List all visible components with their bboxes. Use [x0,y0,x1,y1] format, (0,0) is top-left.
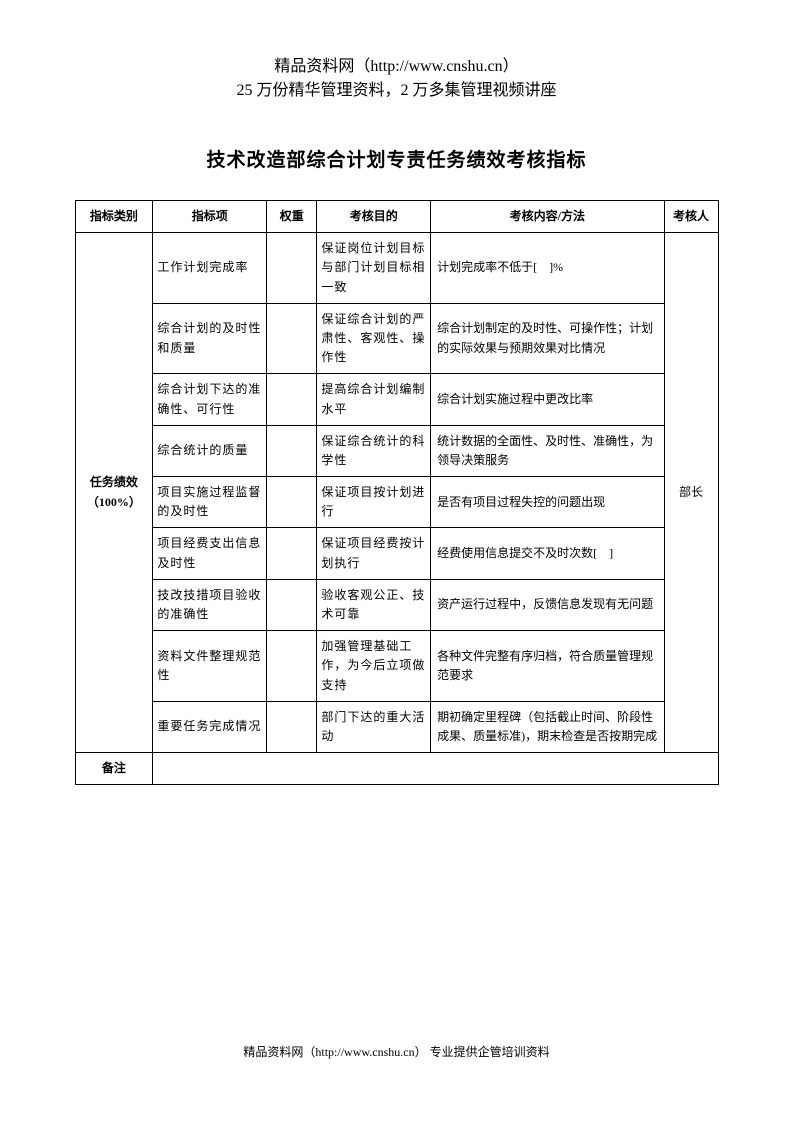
item-cell: 资料文件整理规范性 [153,631,267,702]
table-row: 任务绩效（100%）工作计划完成率保证岗位计划目标与部门计划目标相一致计划完成率… [75,233,718,304]
purpose-cell: 部门下达的重大活动 [317,701,431,752]
remark-row: 备注 [75,753,718,785]
page-title: 技术改造部综合计划专责任务绩效考核指标 [0,145,793,172]
item-cell: 工作计划完成率 [153,233,267,304]
table-container: 指标类别 指标项 权重 考核目的 考核内容/方法 考核人 任务绩效（100%）工… [75,200,719,785]
item-cell: 技改技措项目验收的准确性 [153,579,267,630]
content-cell: 综合计划实施过程中更改比率 [431,374,664,425]
weight-cell [267,477,317,528]
th-weight: 权重 [267,201,317,233]
item-cell: 综合统计的质量 [153,425,267,476]
purpose-cell: 保证项目按计划进行 [317,477,431,528]
table-row: 技改技措项目验收的准确性验收客观公正、技术可靠资产运行过程中，反馈信息发现有无问… [75,579,718,630]
purpose-cell: 保证岗位计划目标与部门计划目标相一致 [317,233,431,304]
table-row: 重要任务完成情况部门下达的重大活动期初确定里程碑（包括截止时间、阶段性成果、质量… [75,701,718,752]
content-cell: 计划完成率不低于[ ]% [431,233,664,304]
weight-cell [267,528,317,579]
content-cell: 统计数据的全面性、及时性、准确性，为领导决策服务 [431,425,664,476]
weight-cell [267,425,317,476]
table-row: 综合计划下达的准确性、可行性提高综合计划编制水平综合计划实施过程中更改比率 [75,374,718,425]
weight-cell [267,631,317,702]
weight-cell [267,374,317,425]
header-line1: 精品资料网（http://www.cnshu.cn） [0,55,793,79]
th-category: 指标类别 [75,201,153,233]
content-cell: 综合计划制定的及时性、可操作性；计划的实际效果与预期效果对比情况 [431,303,664,374]
table-row: 项目实施过程监督的及时性保证项目按计划进行是否有项目过程失控的问题出现 [75,477,718,528]
weight-cell [267,701,317,752]
item-cell: 项目经费支出信息及时性 [153,528,267,579]
th-purpose: 考核目的 [317,201,431,233]
purpose-cell: 保证项目经费按计划执行 [317,528,431,579]
table-row: 综合计划的及时性和质量保证综合计划的严肃性、客观性、操作性综合计划制定的及时性、… [75,303,718,374]
header-line2: 25 万份精华管理资料，2 万多集管理视频讲座 [0,79,793,103]
assessment-table: 指标类别 指标项 权重 考核目的 考核内容/方法 考核人 任务绩效（100%）工… [75,200,719,785]
content-cell: 是否有项目过程失控的问题出现 [431,477,664,528]
page-header: 精品资料网（http://www.cnshu.cn） 25 万份精华管理资料，2… [0,0,793,103]
purpose-cell: 加强管理基础工作，为今后立项做支持 [317,631,431,702]
remark-content [153,753,718,785]
weight-cell [267,579,317,630]
item-cell: 综合计划的及时性和质量 [153,303,267,374]
th-content: 考核内容/方法 [431,201,664,233]
assessor-cell: 部长 [664,233,718,753]
item-cell: 项目实施过程监督的及时性 [153,477,267,528]
item-cell: 综合计划下达的准确性、可行性 [153,374,267,425]
purpose-cell: 保证综合统计的科学性 [317,425,431,476]
table-row: 资料文件整理规范性加强管理基础工作，为今后立项做支持各种文件完整有序归档，符合质… [75,631,718,702]
table-header-row: 指标类别 指标项 权重 考核目的 考核内容/方法 考核人 [75,201,718,233]
content-cell: 经费使用信息提交不及时次数[ ] [431,528,664,579]
purpose-cell: 保证综合计划的严肃性、客观性、操作性 [317,303,431,374]
th-assessor: 考核人 [664,201,718,233]
table-row: 综合统计的质量保证综合统计的科学性统计数据的全面性、及时性、准确性，为领导决策服… [75,425,718,476]
purpose-cell: 提高综合计划编制水平 [317,374,431,425]
content-cell: 期初确定里程碑（包括截止时间、阶段性成果、质量标准)，期末检查是否按期完成 [431,701,664,752]
purpose-cell: 验收客观公正、技术可靠 [317,579,431,630]
page-footer: 精品资料网（http://www.cnshu.cn） 专业提供企管培训资料 [0,1043,793,1060]
content-cell: 资产运行过程中，反馈信息发现有无问题 [431,579,664,630]
table-row: 项目经费支出信息及时性保证项目经费按计划执行经费使用信息提交不及时次数[ ] [75,528,718,579]
remark-label: 备注 [75,753,153,785]
category-cell: 任务绩效（100%） [75,233,153,753]
weight-cell [267,303,317,374]
content-cell: 各种文件完整有序归档，符合质量管理规范要求 [431,631,664,702]
th-item: 指标项 [153,201,267,233]
item-cell: 重要任务完成情况 [153,701,267,752]
weight-cell [267,233,317,304]
